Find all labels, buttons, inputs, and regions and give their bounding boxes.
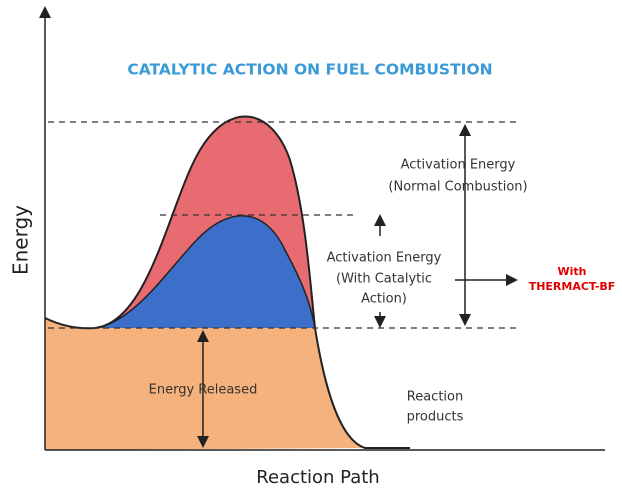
- label: Energy Released: [149, 383, 258, 398]
- product-note: THERMACT-BF: [529, 280, 616, 293]
- title: CATALYTIC ACTION ON FUEL COMBUSTION: [127, 61, 492, 79]
- catalytic-curve: [94, 215, 316, 329]
- product-note: With: [558, 265, 587, 278]
- label: Reaction: [407, 390, 463, 405]
- catalytic-activation-area: [95, 215, 315, 328]
- label: (With Catalytic: [336, 272, 432, 287]
- label: Action): [361, 292, 407, 307]
- label: Activation Energy: [401, 158, 516, 173]
- label: (Normal Combustion): [388, 180, 527, 195]
- x-axis-label: Reaction Path: [256, 467, 379, 488]
- label: Activation Energy: [327, 251, 442, 266]
- y-axis-label: Energy: [9, 205, 33, 275]
- label: products: [407, 410, 464, 425]
